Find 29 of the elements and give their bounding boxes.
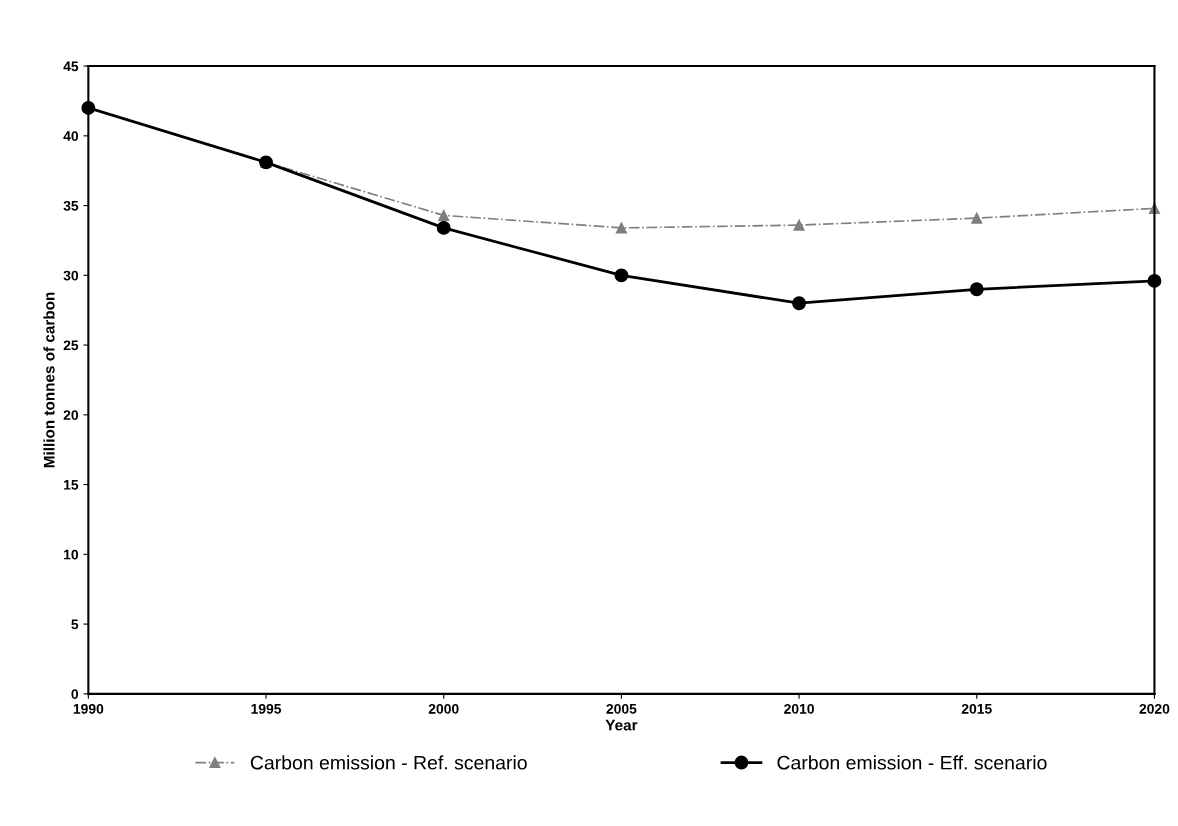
- y-axis-title: Million tonnes of carbon: [43, 292, 55, 468]
- x-tick-label: 2000: [428, 703, 459, 714]
- point: [793, 219, 805, 231]
- legend-label: Carbon emission - Ref. scenario: [250, 755, 527, 770]
- point: [438, 209, 450, 221]
- y-tick-label: 5: [71, 619, 79, 630]
- y-tick-label: 35: [63, 200, 79, 211]
- x-tick-label: 2015: [961, 703, 992, 714]
- x-tick-label: 2020: [1139, 703, 1170, 714]
- point: [614, 268, 629, 283]
- point: [792, 296, 807, 311]
- point: [615, 222, 627, 234]
- x-axis-title: Year: [605, 719, 638, 731]
- y-tick-label: 30: [63, 270, 79, 281]
- point: [971, 212, 983, 224]
- x-tick-label: 1995: [251, 703, 282, 714]
- x-tick-label: 1990: [73, 703, 104, 714]
- x-tick-label: 2005: [606, 703, 637, 714]
- y-tick-label: 15: [64, 480, 79, 490]
- legend-label: Carbon emission - Eff. scenario: [777, 755, 1047, 770]
- x-tick-label: 2010: [784, 703, 814, 714]
- y-tick-label: 25: [63, 340, 79, 351]
- y-tick-label: 45: [63, 61, 79, 72]
- y-tick-label: 20: [63, 410, 79, 420]
- point: [969, 282, 984, 297]
- point: [436, 220, 451, 235]
- y-tick-label: 10: [64, 549, 79, 560]
- y-tick-label: 40: [63, 131, 79, 141]
- y-tick-label: 0: [71, 689, 79, 700]
